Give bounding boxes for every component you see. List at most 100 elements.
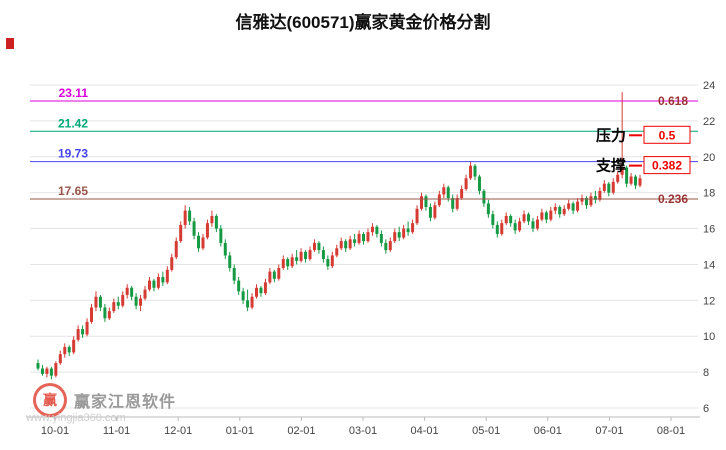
candle-body: [214, 215, 218, 229]
candle-body: [406, 228, 410, 233]
x-axis-tick-label: 12-01: [164, 425, 192, 437]
candle-body: [268, 271, 272, 283]
candle-body: [139, 298, 143, 306]
candle-body: [45, 368, 49, 374]
candle-body: [535, 219, 539, 229]
candle-body: [540, 212, 544, 220]
candle-body: [379, 233, 383, 243]
candle-body: [437, 194, 441, 206]
candle-body: [125, 287, 129, 295]
candle-body: [348, 239, 352, 249]
candle-body: [308, 250, 312, 260]
candle-body: [531, 221, 535, 229]
candle-body: [607, 183, 611, 193]
candle-body: [602, 183, 606, 191]
x-axis-tick-label: 01-01: [226, 425, 254, 437]
candle-body: [232, 268, 236, 281]
candle-body: [58, 354, 62, 364]
y-axis-tick-label: 20: [703, 152, 715, 164]
level-side-label: 压力: [596, 126, 626, 144]
candle-body: [442, 187, 446, 195]
candle-body: [353, 239, 357, 243]
candle-body: [384, 242, 388, 251]
candle-body: [509, 215, 513, 224]
y-axis-tick-label: 14: [703, 259, 715, 271]
candle-body: [103, 307, 107, 319]
x-axis-tick-label: 04-01: [411, 425, 439, 437]
candle-body: [366, 232, 370, 242]
candle-body: [388, 241, 392, 251]
y-axis-tick-label: 16: [703, 224, 715, 236]
candle-body: [40, 368, 44, 374]
candle-body: [116, 302, 120, 306]
ratio-label: 0.618: [658, 94, 688, 108]
candle-body: [495, 224, 499, 234]
x-axis-tick-label: 06-01: [534, 425, 562, 437]
candle-body: [49, 368, 53, 376]
candle-body: [518, 221, 522, 231]
candle-body: [179, 224, 183, 242]
ratio-label: 0.236: [658, 192, 688, 206]
candle-body: [170, 257, 174, 270]
x-axis-tick-label: 03-01: [349, 425, 377, 437]
candle-body: [143, 289, 147, 299]
candle-body: [326, 259, 330, 267]
candle-body: [263, 282, 267, 294]
candle-body: [344, 241, 348, 249]
candle-body: [112, 302, 116, 312]
candle-body: [411, 223, 415, 233]
level-price-label: 23.11: [59, 86, 89, 100]
candle-body: [446, 187, 450, 199]
candle-body: [299, 251, 303, 261]
candle-body: [486, 203, 490, 215]
candle-body: [63, 346, 67, 355]
candle-body: [428, 207, 432, 218]
candle-body: [237, 280, 241, 292]
candle-body: [304, 251, 308, 260]
candle-body: [553, 207, 557, 211]
candle-body: [130, 287, 134, 297]
ratio-box: [643, 125, 691, 144]
candle-body: [277, 268, 281, 279]
candle-body: [201, 237, 205, 249]
level-side-label: 支撑: [595, 157, 626, 175]
candle-body: [477, 176, 481, 191]
candle-body: [219, 228, 223, 243]
candle-body: [576, 201, 580, 211]
candle-body: [290, 257, 294, 267]
candle-body: [419, 196, 423, 209]
y-axis-tick-label: 6: [703, 403, 709, 415]
candle-body: [455, 198, 459, 209]
y-axis-tick-label: 8: [703, 367, 709, 379]
candle-body: [504, 215, 508, 224]
candle-body: [362, 233, 366, 242]
candle-body: [272, 271, 276, 279]
candle-body: [281, 259, 285, 269]
candle-body: [584, 198, 588, 206]
corner-red-mark: [6, 38, 14, 49]
candle-body: [121, 294, 125, 306]
candle-body: [205, 223, 209, 238]
candle-body: [634, 176, 638, 186]
ratio-label: 0.5: [659, 128, 676, 142]
candle-body: [36, 363, 40, 369]
candle-body: [500, 223, 504, 234]
candle-body: [94, 296, 98, 308]
candle-body: [544, 212, 548, 220]
candle-body: [147, 280, 151, 290]
candle-body: [620, 167, 624, 175]
candle-body: [312, 242, 316, 251]
candle-body: [228, 255, 232, 269]
candle-body: [464, 178, 468, 190]
candle-body: [522, 214, 526, 222]
candle-body: [571, 203, 575, 211]
x-axis-tick-label: 07-01: [595, 425, 623, 437]
level-price-label: 21.42: [58, 116, 88, 130]
candle-body: [259, 287, 263, 294]
candle-body: [375, 226, 379, 234]
candle-body: [152, 280, 156, 288]
candle-body: [156, 277, 160, 288]
y-axis-tick-label: 18: [703, 188, 715, 200]
candle-body: [107, 311, 111, 319]
candle-body: [223, 242, 227, 256]
